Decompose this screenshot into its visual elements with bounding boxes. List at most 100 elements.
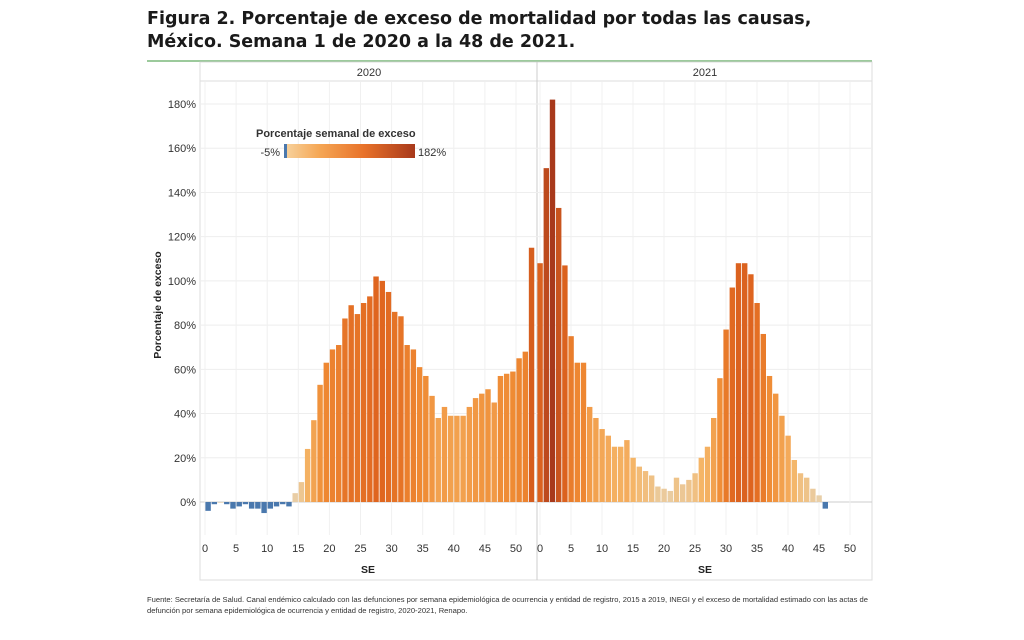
bar-2020-week-52 bbox=[522, 351, 529, 502]
plot-frame bbox=[199, 61, 873, 581]
bar-2020-week-19 bbox=[317, 384, 323, 502]
bar-2020-week-31 bbox=[392, 311, 398, 502]
bar-2021-week-34 bbox=[742, 263, 748, 502]
bar-2020-week-18 bbox=[311, 420, 317, 502]
bar-2020-week-49 bbox=[503, 373, 510, 502]
x-tick-label: 5 bbox=[568, 543, 574, 555]
x-tick-label: 25 bbox=[354, 543, 366, 555]
bar-2021-week-23 bbox=[673, 477, 680, 502]
bar-2021-week-28 bbox=[704, 446, 711, 502]
bar-2020-week-5 bbox=[230, 502, 236, 509]
x-tick-label: 0 bbox=[537, 543, 543, 555]
x-tick-label: 45 bbox=[813, 543, 825, 555]
chart-title: Figura 2. Porcentaje de exceso de mortal… bbox=[147, 9, 812, 52]
y-tick-label: 140% bbox=[168, 187, 196, 199]
bar-2020-week-3 bbox=[217, 502, 224, 503]
bar-2020-week-4 bbox=[224, 502, 230, 505]
bar-2020-week-48 bbox=[497, 375, 504, 502]
bar-2021-week-16 bbox=[630, 457, 636, 502]
bar-2021-week-24 bbox=[680, 484, 686, 502]
bar-2020-week-6 bbox=[236, 502, 242, 507]
bar-2021-week-20 bbox=[655, 486, 661, 502]
bar-2021-week-8 bbox=[580, 362, 587, 502]
bar-2020-week-47 bbox=[491, 402, 497, 502]
y-tick-label: 40% bbox=[174, 409, 196, 421]
bar-2021-week-18 bbox=[642, 471, 649, 502]
x-tick-label: 35 bbox=[751, 543, 763, 555]
bar-2020-week-29 bbox=[379, 280, 385, 502]
x-tick-label: 10 bbox=[261, 543, 273, 555]
x-tick-label: 35 bbox=[417, 543, 429, 555]
bar-2021-week-36 bbox=[754, 303, 760, 502]
bar-2021-week-41 bbox=[785, 435, 791, 502]
bar-2020-week-7 bbox=[242, 502, 249, 505]
bar-2021-week-32 bbox=[729, 287, 735, 502]
bar-2021-week-13 bbox=[611, 446, 618, 502]
x-axis-label-2020: SE bbox=[361, 564, 375, 576]
bar-2021-week-44 bbox=[804, 477, 810, 502]
bar-2021-week-6 bbox=[568, 336, 574, 502]
bar-2021-week-43 bbox=[797, 473, 804, 502]
bar-2020-week-12 bbox=[273, 502, 280, 507]
y-tick-label: 100% bbox=[168, 276, 196, 288]
bar-2021-week-26 bbox=[692, 473, 698, 502]
x-tick-label: 20 bbox=[658, 543, 670, 555]
legend-max-label: 182% bbox=[418, 147, 446, 159]
bar-2020-week-35 bbox=[416, 367, 423, 502]
bar-2020-week-39 bbox=[441, 406, 448, 502]
bar-2021-week-40 bbox=[779, 415, 785, 502]
bar-2020-week-51 bbox=[516, 358, 522, 502]
color-legend: Porcentaje semanal de exceso -5% 182% bbox=[256, 128, 446, 159]
bar-2021-week-15 bbox=[624, 440, 630, 502]
bar-2020-week-20 bbox=[323, 362, 329, 502]
legend-title: Porcentaje semanal de exceso bbox=[256, 128, 416, 140]
bar-2020-week-1 bbox=[205, 502, 211, 511]
y-tick-label: 80% bbox=[174, 320, 196, 332]
bar-2021-week-9 bbox=[587, 406, 593, 502]
bar-2020-week-38 bbox=[435, 417, 441, 502]
bar-2021-week-29 bbox=[711, 417, 717, 502]
bar-2020-week-41 bbox=[454, 415, 460, 502]
bar-2020-week-9 bbox=[255, 502, 261, 509]
bar-2020-week-30 bbox=[385, 291, 392, 502]
x-axis-label-2021: SE bbox=[698, 564, 712, 576]
bar-2020-week-50 bbox=[510, 371, 516, 502]
x-tick-label: 30 bbox=[385, 543, 397, 555]
bar-2020-week-37 bbox=[429, 395, 435, 502]
bar-2021-week-10 bbox=[593, 417, 599, 502]
source-note: Fuente: Secretaría de Salud. Canal endém… bbox=[147, 595, 868, 615]
bar-2020-week-11 bbox=[267, 502, 274, 509]
bar-2021-week-4 bbox=[556, 207, 562, 502]
bar-2021-week-47 bbox=[822, 502, 828, 509]
y-tick-label: 60% bbox=[174, 364, 196, 376]
y-tick-label: 120% bbox=[168, 232, 196, 244]
bar-2020-week-2 bbox=[211, 502, 218, 505]
bar-2020-week-23 bbox=[342, 318, 348, 502]
bar-2020-week-33 bbox=[404, 345, 410, 502]
bar-2020-week-26 bbox=[360, 303, 367, 502]
y-tick-label: 20% bbox=[174, 453, 196, 465]
x-tick-label: 5 bbox=[233, 543, 239, 555]
bar-2020-week-8 bbox=[248, 502, 255, 509]
bar-2020-week-45 bbox=[479, 393, 485, 502]
bar-2021-week-38 bbox=[766, 375, 773, 502]
bar-2020-week-14 bbox=[286, 502, 292, 507]
bar-2021-week-35 bbox=[748, 274, 754, 502]
y-axis-label: Porcentaje de exceso bbox=[152, 251, 164, 358]
bar-2021-week-2 bbox=[543, 168, 549, 502]
panel-header-2020: 2020 bbox=[357, 67, 381, 79]
bar-2020-week-32 bbox=[398, 316, 404, 502]
x-tick-label: 50 bbox=[844, 543, 856, 555]
legend-negative-swatch bbox=[284, 144, 287, 158]
bar-2021-week-21 bbox=[661, 488, 667, 502]
bar-2020-week-24 bbox=[348, 305, 354, 502]
y-tick-label: 0% bbox=[180, 497, 196, 509]
x-tick-label: 20 bbox=[323, 543, 335, 555]
bar-2021-week-42 bbox=[791, 459, 797, 502]
bar-2021-week-37 bbox=[760, 333, 766, 502]
x-tick-label: 30 bbox=[720, 543, 732, 555]
x-tick-label: 15 bbox=[627, 543, 639, 555]
bar-2020-week-34 bbox=[410, 349, 417, 502]
bar-2020-week-15 bbox=[292, 493, 298, 502]
